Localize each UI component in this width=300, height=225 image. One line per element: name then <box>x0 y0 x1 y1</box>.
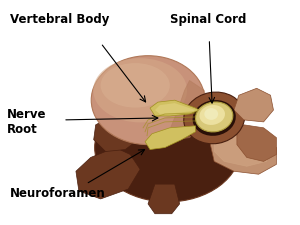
Polygon shape <box>234 88 274 122</box>
Polygon shape <box>170 80 209 140</box>
Ellipse shape <box>204 108 218 120</box>
Ellipse shape <box>100 63 170 108</box>
Polygon shape <box>155 103 195 114</box>
Ellipse shape <box>200 105 225 125</box>
Ellipse shape <box>91 56 205 145</box>
Polygon shape <box>145 126 195 150</box>
Ellipse shape <box>196 102 233 132</box>
Ellipse shape <box>95 93 241 202</box>
Ellipse shape <box>193 100 236 136</box>
Text: Neuroforamen: Neuroforamen <box>10 187 106 200</box>
Text: Vertebral Body: Vertebral Body <box>10 13 109 26</box>
Text: Nerve
Root: Nerve Root <box>7 108 46 136</box>
Polygon shape <box>214 136 271 166</box>
Text: Spinal Cord: Spinal Cord <box>170 13 246 26</box>
Polygon shape <box>76 148 140 199</box>
Polygon shape <box>148 184 180 214</box>
Ellipse shape <box>93 58 187 122</box>
Ellipse shape <box>184 92 245 144</box>
Polygon shape <box>188 105 227 135</box>
Polygon shape <box>209 135 276 174</box>
Polygon shape <box>237 125 276 161</box>
Polygon shape <box>94 118 138 151</box>
Polygon shape <box>150 100 200 116</box>
